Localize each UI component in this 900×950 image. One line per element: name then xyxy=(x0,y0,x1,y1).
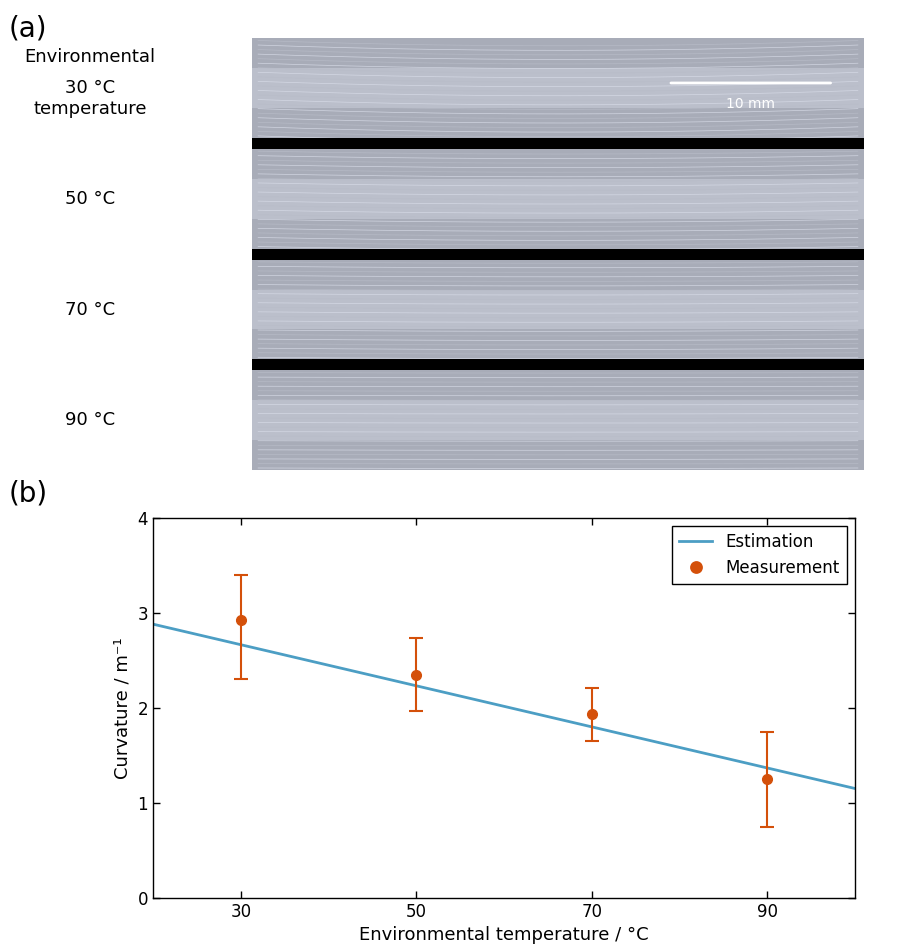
Bar xyxy=(252,68,864,108)
Bar xyxy=(252,259,864,359)
Text: 90 °C: 90 °C xyxy=(65,411,115,429)
Bar xyxy=(252,38,864,138)
Text: Environmental: Environmental xyxy=(24,48,156,66)
Bar xyxy=(252,179,864,218)
Bar xyxy=(252,149,864,249)
Bar xyxy=(252,470,864,481)
Bar xyxy=(252,400,864,440)
Text: 70 °C: 70 °C xyxy=(65,300,115,318)
Y-axis label: Curvature / m⁻¹: Curvature / m⁻¹ xyxy=(114,636,132,779)
Legend: Estimation, Measurement: Estimation, Measurement xyxy=(672,526,847,583)
Text: 30 °C: 30 °C xyxy=(65,79,115,97)
X-axis label: Environmental temperature / °C: Environmental temperature / °C xyxy=(359,926,649,944)
Bar xyxy=(252,359,864,371)
Bar xyxy=(252,370,864,470)
Text: 50 °C: 50 °C xyxy=(65,190,115,208)
Text: (a): (a) xyxy=(9,14,48,42)
Text: (b): (b) xyxy=(9,480,48,507)
Bar xyxy=(252,138,864,149)
Text: temperature: temperature xyxy=(33,100,147,118)
Bar xyxy=(252,249,864,259)
Text: 10 mm: 10 mm xyxy=(726,97,775,111)
Bar xyxy=(252,290,864,330)
